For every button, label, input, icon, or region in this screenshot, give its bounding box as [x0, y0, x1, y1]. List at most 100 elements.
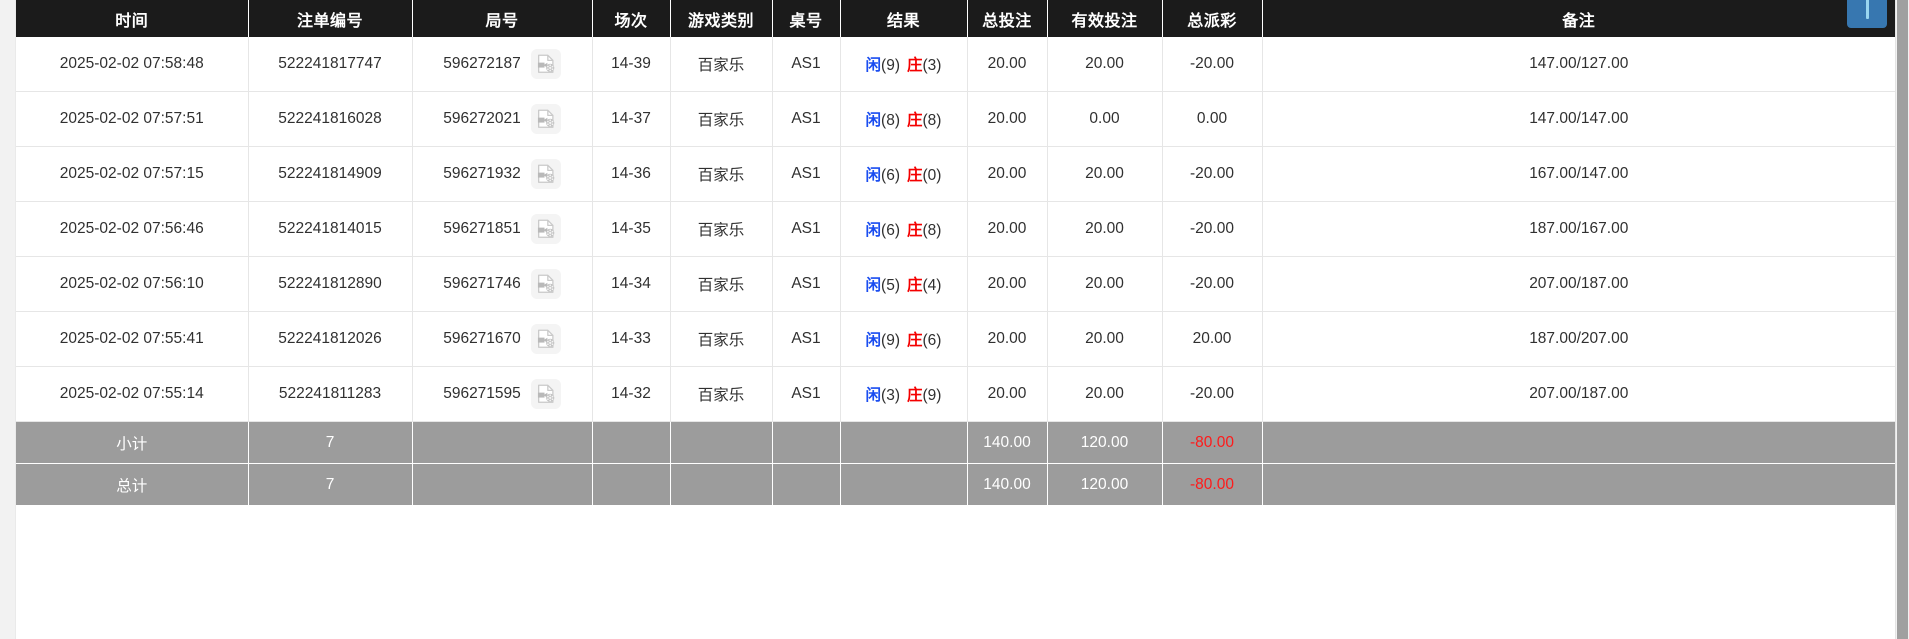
cell-total-payout: -20.00: [1162, 256, 1263, 312]
cell-result: 闲(6) 庄(8): [840, 201, 968, 257]
cell-remark: 167.00/147.00: [1262, 146, 1895, 202]
video-file-icon[interactable]: [530, 104, 561, 134]
video-file-icon[interactable]: [530, 324, 561, 354]
cell-game-type: 百家乐: [670, 201, 773, 257]
cell-table-no: AS1: [772, 256, 841, 312]
summary-empty-table-no: [772, 463, 841, 506]
summary-count: 7: [248, 421, 413, 464]
summary-empty-result: [840, 463, 968, 506]
cell-time: 2025-02-02 07:57:15: [16, 146, 249, 202]
result-player-label: 闲: [865, 277, 882, 294]
column-header-result[interactable]: 结果: [840, 0, 968, 37]
cell-round-no: 596272187: [412, 37, 593, 92]
bet-history-table: 时间 注单编号 局号 场次 游戏类别 桌号 结果 总投注 有效投注 总派彩 备注 2025-02-0…: [16, 0, 1895, 506]
summary-empty-round: [412, 463, 593, 506]
cell-remark: 147.00/147.00: [1262, 91, 1895, 147]
summary-label: 小计: [16, 421, 249, 464]
cell-total-bet: 20.00: [967, 311, 1048, 367]
table-row[interactable]: 2025-02-02 07:57:15 522241814909 596271932…: [16, 146, 1895, 202]
column-header-session[interactable]: 场次: [592, 0, 671, 37]
cell-total-payout: -20.00: [1162, 146, 1263, 202]
table-row[interactable]: 2025-02-02 07:55:41 522241812026 596271670…: [16, 311, 1895, 367]
result-banker: 庄(6): [907, 328, 941, 350]
column-header-remark[interactable]: 备注: [1262, 0, 1895, 37]
cell-session: 14-39: [592, 37, 671, 92]
round-no-wrapper: 596271595: [419, 379, 586, 409]
video-file-icon[interactable]: [530, 379, 561, 409]
column-header-game_type[interactable]: 游戏类别: [670, 0, 773, 37]
table-row[interactable]: 2025-02-02 07:56:46 522241814015 596271851…: [16, 201, 1895, 257]
cell-result: 闲(6) 庄(0): [840, 146, 968, 202]
result-pair: 闲(3) 庄(9): [866, 383, 942, 405]
summary-empty-session: [592, 421, 671, 464]
cell-total-payout: -20.00: [1162, 201, 1263, 257]
cell-time: 2025-02-02 07:56:10: [16, 256, 249, 312]
column-header-table_no[interactable]: 桌号: [772, 0, 841, 37]
result-player-value: (8): [881, 112, 900, 129]
video-file-icon[interactable]: [530, 49, 561, 79]
cell-valid-bet: 20.00: [1047, 311, 1163, 367]
cell-total-bet: 20.00: [967, 366, 1048, 422]
result-player-value: (6): [881, 222, 900, 239]
summary-row: 总计 7 140.00 120.00 -80.00: [16, 463, 1895, 506]
result-player-label: 闲: [865, 222, 882, 239]
cell-time: 2025-02-02 07:55:41: [16, 311, 249, 367]
column-header-bet_id[interactable]: 注单编号: [248, 0, 413, 37]
result-banker-value: (0): [922, 167, 942, 184]
table-row[interactable]: 2025-02-02 07:58:48 522241817747 596272187…: [16, 37, 1895, 92]
cell-result: 闲(5) 庄(4): [840, 256, 968, 312]
cell-table-no: AS1: [772, 311, 841, 367]
result-banker: 庄(9): [907, 383, 941, 405]
cell-round-no: 596271932: [412, 146, 593, 202]
result-pair: 闲(9) 庄(6): [866, 328, 942, 350]
summary-empty-table-no: [772, 421, 841, 464]
summary-empty-round: [412, 421, 593, 464]
round-no-wrapper: 596271746: [419, 269, 586, 299]
result-player-label: 闲: [865, 167, 882, 184]
table-row[interactable]: 2025-02-02 07:56:10 522241812890 596271746…: [16, 256, 1895, 312]
cell-game-type: 百家乐: [670, 91, 773, 147]
result-banker-value: (9): [922, 387, 942, 404]
cell-session: 14-36: [592, 146, 671, 202]
cell-bet-id: 522241817747: [248, 37, 413, 92]
cell-valid-bet: 20.00: [1047, 146, 1163, 202]
column-header-total_payout[interactable]: 总派彩: [1162, 0, 1263, 37]
video-file-icon[interactable]: [530, 159, 561, 189]
summary-empty-game-type: [670, 463, 773, 506]
result-player-value: (5): [881, 277, 900, 294]
summary-empty-game-type: [670, 421, 773, 464]
cell-remark: 187.00/207.00: [1262, 311, 1895, 367]
result-banker-value: (3): [922, 57, 942, 74]
column-header-valid_bet[interactable]: 有效投注: [1047, 0, 1163, 37]
result-player-value: (3): [881, 387, 900, 404]
result-player-value: (9): [881, 57, 900, 74]
summary-total-bet: 140.00: [967, 463, 1048, 506]
result-pair: 闲(6) 庄(8): [866, 218, 942, 240]
column-header-time[interactable]: 时间: [16, 0, 249, 37]
collapse-toggle-button[interactable]: [1847, 0, 1887, 28]
round-no-wrapper: 596271851: [419, 214, 586, 244]
result-player-label: 闲: [865, 387, 882, 404]
page-scrollbar-thumb[interactable]: [1897, 0, 1908, 639]
table-row[interactable]: 2025-02-02 07:57:51 522241816028 596272021…: [16, 91, 1895, 147]
page-scrollbar-track[interactable]: [1895, 0, 1909, 639]
table-row[interactable]: 2025-02-02 07:55:14 522241811283 596271595…: [16, 366, 1895, 422]
cell-time: 2025-02-02 07:55:14: [16, 366, 249, 422]
column-header-round_no[interactable]: 局号: [412, 0, 593, 37]
cell-table-no: AS1: [772, 91, 841, 147]
summary-empty-session: [592, 463, 671, 506]
summary-total-bet: 140.00: [967, 421, 1048, 464]
collapse-toggle-icon: [1865, 0, 1869, 19]
column-header-total_bet[interactable]: 总投注: [967, 0, 1048, 37]
round-no-text: 596271670: [443, 330, 521, 347]
cell-table-no: AS1: [772, 146, 841, 202]
cell-round-no: 596272021: [412, 91, 593, 147]
video-file-icon[interactable]: [530, 269, 561, 299]
summary-empty-remark: [1262, 421, 1895, 464]
cell-result: 闲(9) 庄(3): [840, 37, 968, 92]
cell-remark: 147.00/127.00: [1262, 37, 1895, 92]
video-file-icon[interactable]: [530, 214, 561, 244]
cell-session: 14-32: [592, 366, 671, 422]
cell-bet-id: 522241812890: [248, 256, 413, 312]
